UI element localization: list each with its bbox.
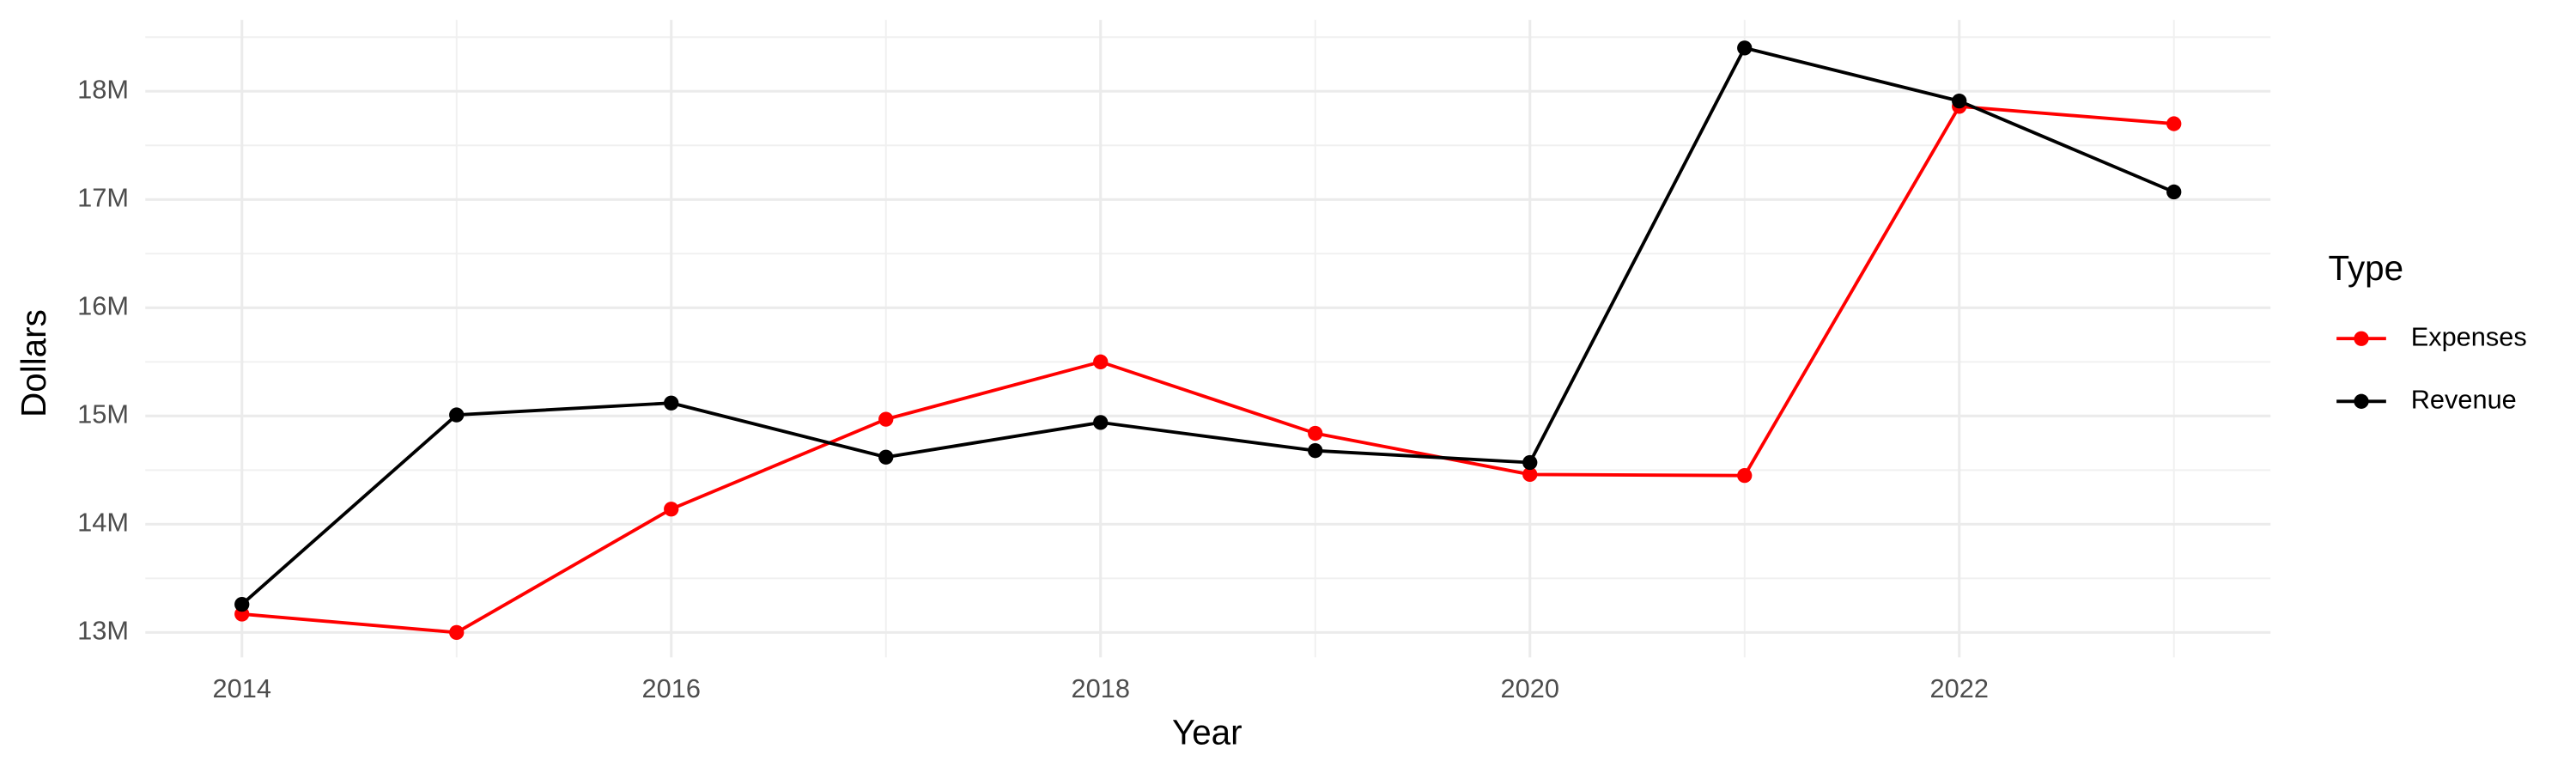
data-point (664, 395, 679, 411)
data-point (878, 449, 894, 465)
legend-marker (2354, 331, 2369, 346)
data-point (878, 411, 894, 427)
y-tick-label: 18M (77, 74, 129, 104)
x-tick-label: 2022 (1930, 673, 1989, 703)
data-point (449, 407, 465, 423)
y-tick-label: 15M (77, 399, 129, 429)
x-tick-label: 2018 (1072, 673, 1130, 703)
data-point (1522, 466, 1538, 483)
series-line (240, 46, 2175, 606)
legend-label: Revenue (2411, 384, 2517, 414)
x-tick-label: 2014 (213, 673, 271, 703)
legend-label: Expenses (2411, 321, 2527, 351)
x-tick-label: 2020 (1501, 673, 1559, 703)
data-point (1522, 454, 1538, 471)
y-tick-label: 13M (77, 616, 129, 646)
y-tick-label: 16M (77, 290, 129, 320)
x-axis-title: Year (1172, 712, 1242, 752)
data-point (1093, 354, 1109, 369)
x-tick-label: 2016 (642, 673, 701, 703)
data-point (1737, 40, 1753, 56)
data-point (1308, 443, 1323, 459)
y-tick-label: 17M (77, 182, 129, 212)
data-point (2166, 116, 2182, 131)
y-axis-title: Dollars (14, 309, 53, 417)
y-tick-label: 14M (77, 507, 129, 537)
data-point (2166, 184, 2182, 200)
data-point (1952, 93, 1967, 109)
data-point (664, 502, 679, 517)
series-line (241, 104, 2174, 635)
data-point (1737, 468, 1753, 484)
legend-title: Type (2329, 248, 2404, 288)
data-point (234, 596, 250, 612)
data-point (449, 624, 465, 641)
data-point (1093, 415, 1109, 430)
legend-marker (2354, 393, 2369, 409)
data-point (1308, 425, 1323, 441)
